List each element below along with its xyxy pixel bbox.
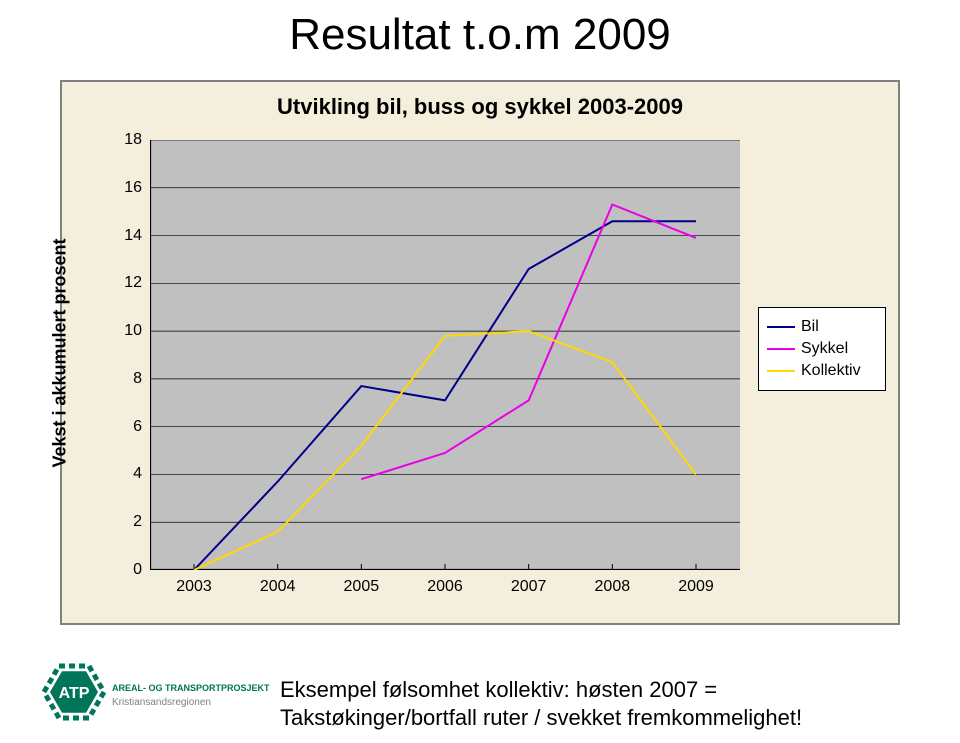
legend-item: Bil xyxy=(767,318,877,336)
logo-badge-text: ATP xyxy=(59,685,90,702)
legend-label: Kollektiv xyxy=(801,362,861,380)
footer-line2: Takstøkinger/bortfall ruter / svekket fr… xyxy=(280,705,802,730)
logo-title: AREAL- OG TRANSPORTPROSJEKTET xyxy=(112,683,270,693)
legend-swatch xyxy=(767,348,795,350)
footer: ATP AREAL- OG TRANSPORTPROSJEKTET Kristi… xyxy=(40,643,940,733)
legend: Bil Sykkel Kollektiv xyxy=(758,307,886,391)
footer-note: Eksempel følsomhet kollektiv: høsten 200… xyxy=(280,676,940,731)
chart-title: Utvikling bil, buss og sykkel 2003-2009 xyxy=(62,94,898,120)
x-tick-label: 2008 xyxy=(595,578,631,596)
x-tick-label: 2006 xyxy=(427,578,463,596)
x-tick-label: 2007 xyxy=(511,578,547,596)
y-tick-label: 4 xyxy=(112,465,142,483)
legend-label: Bil xyxy=(801,318,819,336)
legend-item: Sykkel xyxy=(767,340,877,358)
y-tick-label: 14 xyxy=(112,227,142,245)
legend-swatch xyxy=(767,326,795,328)
y-tick-label: 16 xyxy=(112,179,142,197)
x-tick-label: 2009 xyxy=(678,578,714,596)
legend-swatch xyxy=(767,370,795,372)
legend-label: Sykkel xyxy=(801,340,848,358)
y-tick-label: 8 xyxy=(112,370,142,388)
y-tick-label: 12 xyxy=(112,274,142,292)
y-axis-label: Vekst i akkumulert prosent xyxy=(50,238,71,467)
y-tick-label: 2 xyxy=(112,513,142,531)
y-tick-label: 18 xyxy=(112,131,142,149)
footer-line1: Eksempel følsomhet kollektiv: høsten 200… xyxy=(280,677,717,702)
y-tick-label: 0 xyxy=(112,561,142,579)
x-tick-label: 2003 xyxy=(176,578,212,596)
chart-svg xyxy=(150,140,740,570)
page-title: Resultat t.o.m 2009 xyxy=(0,10,960,60)
x-tick-label: 2004 xyxy=(260,578,296,596)
logo-subtitle: Kristiansandsregionen xyxy=(112,697,211,708)
y-tick-label: 10 xyxy=(112,322,142,340)
x-tick-label: 2005 xyxy=(344,578,380,596)
y-tick-label: 6 xyxy=(112,418,142,436)
legend-item: Kollektiv xyxy=(767,362,877,380)
chart-plot-area xyxy=(150,140,740,570)
chart-container: Utvikling bil, buss og sykkel 2003-2009 … xyxy=(60,80,900,625)
atp-logo: ATP AREAL- OG TRANSPORTPROSJEKTET Kristi… xyxy=(40,655,270,729)
